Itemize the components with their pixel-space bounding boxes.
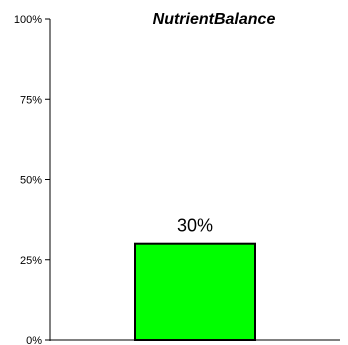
chart-title: NutrientBalance xyxy=(153,11,276,28)
bar-data-label: 30% xyxy=(177,216,213,236)
y-axis-ticks: 0% 25% 50% 75% 100% xyxy=(14,14,50,345)
y-tick-label: 100% xyxy=(14,14,42,26)
y-tick-label: 75% xyxy=(20,94,42,106)
y-tick-label: 0% xyxy=(26,335,42,345)
data-labels: 30% xyxy=(177,216,213,236)
bars xyxy=(134,242,256,341)
bar xyxy=(134,242,256,341)
y-tick-label: 50% xyxy=(20,175,42,187)
y-tick-label: 25% xyxy=(20,255,42,267)
